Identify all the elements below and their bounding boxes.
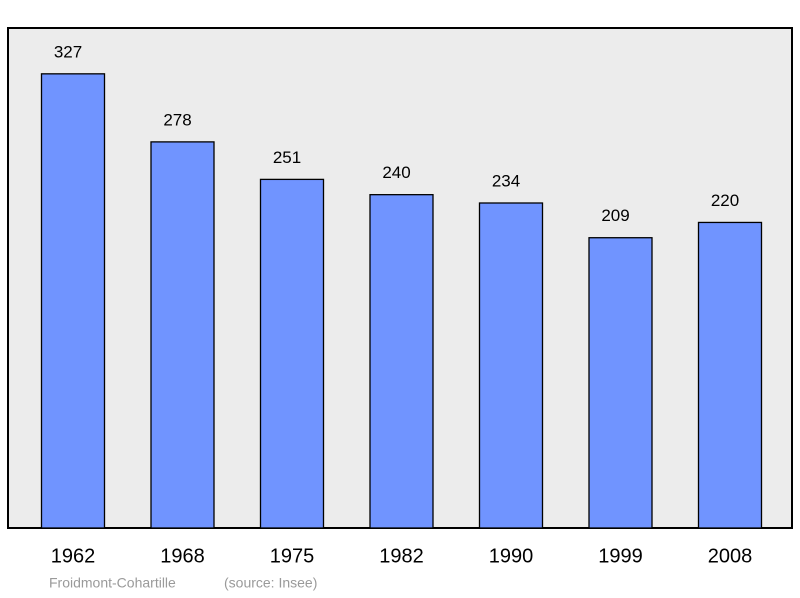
value-label: 240	[382, 163, 410, 182]
x-tick-label: 2008	[708, 545, 753, 567]
value-label: 220	[711, 191, 739, 210]
x-tick-label: 1999	[598, 545, 643, 567]
x-tick-label: 1962	[51, 545, 96, 567]
source-note: (source: Insee)	[224, 575, 317, 591]
bar	[588, 237, 653, 529]
value-label: 327	[54, 42, 82, 61]
x-tick-label: 1975	[270, 545, 315, 567]
x-tick-label: 1968	[160, 545, 205, 567]
value-label: 209	[601, 206, 629, 225]
bar	[369, 194, 434, 529]
bar	[697, 221, 763, 529]
bar	[259, 178, 325, 529]
bar	[478, 202, 544, 529]
bar	[40, 73, 106, 529]
x-tick-label: 1990	[489, 545, 534, 567]
value-label: 234	[492, 171, 520, 190]
bar	[150, 141, 215, 529]
x-tick-label: 1982	[379, 545, 424, 567]
value-label: 278	[163, 110, 191, 129]
value-label: 251	[273, 148, 301, 167]
place-name: Froidmont-Cohartille	[49, 575, 176, 591]
